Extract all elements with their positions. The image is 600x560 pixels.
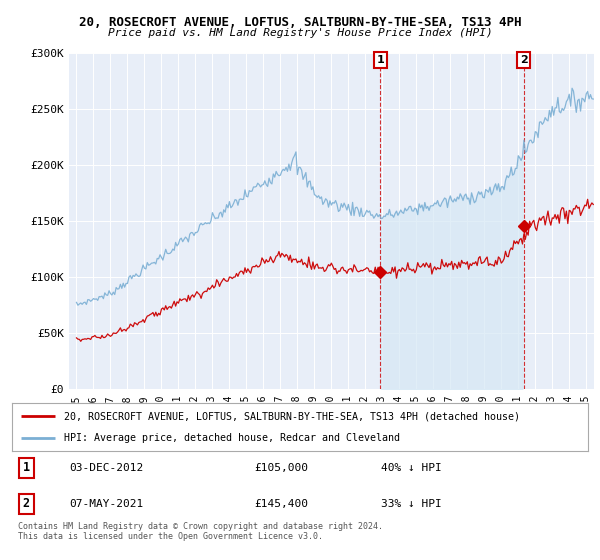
Text: 1: 1	[23, 461, 30, 474]
Text: 2: 2	[23, 497, 30, 510]
Text: 40% ↓ HPI: 40% ↓ HPI	[380, 463, 442, 473]
Text: 20, ROSECROFT AVENUE, LOFTUS, SALTBURN-BY-THE-SEA, TS13 4PH (detached house): 20, ROSECROFT AVENUE, LOFTUS, SALTBURN-B…	[64, 411, 520, 421]
Text: £145,400: £145,400	[254, 499, 308, 509]
Text: 07-MAY-2021: 07-MAY-2021	[70, 499, 144, 509]
Text: 20, ROSECROFT AVENUE, LOFTUS, SALTBURN-BY-THE-SEA, TS13 4PH: 20, ROSECROFT AVENUE, LOFTUS, SALTBURN-B…	[79, 16, 521, 29]
Text: 33% ↓ HPI: 33% ↓ HPI	[380, 499, 442, 509]
Text: HPI: Average price, detached house, Redcar and Cleveland: HPI: Average price, detached house, Redc…	[64, 433, 400, 443]
Text: 2: 2	[520, 55, 527, 65]
Text: 1: 1	[376, 55, 384, 65]
Text: Price paid vs. HM Land Registry's House Price Index (HPI): Price paid vs. HM Land Registry's House …	[107, 28, 493, 38]
Text: 03-DEC-2012: 03-DEC-2012	[70, 463, 144, 473]
Text: Contains HM Land Registry data © Crown copyright and database right 2024.
This d: Contains HM Land Registry data © Crown c…	[18, 522, 383, 542]
Text: £105,000: £105,000	[254, 463, 308, 473]
